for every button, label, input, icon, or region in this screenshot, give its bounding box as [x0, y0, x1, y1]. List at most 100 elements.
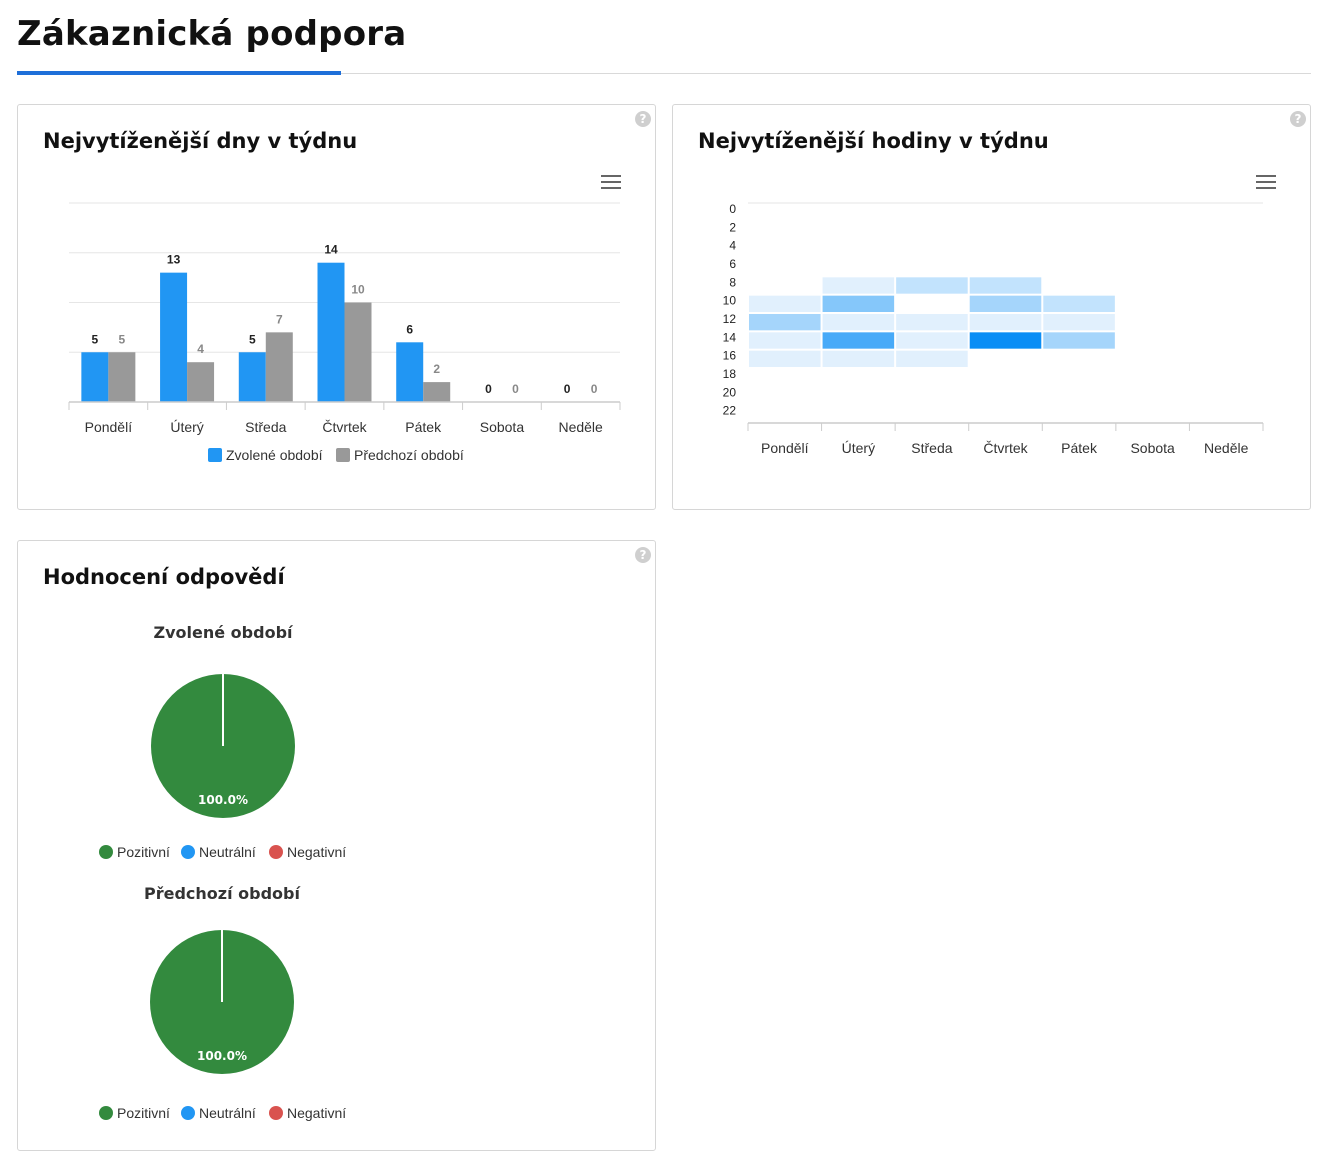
card-title: Hodnocení odpovědí: [43, 565, 285, 589]
x-tick-label: Sobota: [1130, 440, 1175, 456]
x-tick-label: Čtvrtek: [322, 419, 367, 435]
y-tick-label: 2: [729, 220, 736, 234]
x-tick-label: Neděle: [558, 419, 603, 435]
x-tick-label: Úterý: [170, 419, 203, 435]
bar-previous: [265, 332, 293, 402]
bar-value-label: 5: [92, 332, 99, 346]
y-tick-label: 20: [723, 385, 737, 399]
bar-value-label: 10: [351, 283, 365, 297]
bar-value-label: 0: [512, 382, 519, 396]
bar-previous: [187, 362, 215, 402]
x-tick-label: Čtvrtek: [983, 440, 1028, 456]
y-tick-label: 6: [729, 257, 736, 271]
bar-value-label: 0: [564, 382, 571, 396]
y-tick-label: 10: [723, 294, 737, 308]
heatmap-cell: [822, 295, 895, 312]
chart-menu-icon[interactable]: [1256, 175, 1276, 191]
x-tick-label: Úterý: [842, 440, 875, 456]
bar-value-label: 0: [591, 382, 598, 396]
bar-value-label: 2: [433, 362, 440, 376]
y-tick-label: 14: [723, 330, 737, 344]
chart-menu-icon[interactable]: [601, 175, 621, 191]
bar-value-label: 6: [406, 322, 413, 336]
legend-swatch: [336, 448, 350, 462]
heatmap-cell: [896, 332, 968, 349]
title-underline: [17, 71, 341, 75]
heatmap-cell: [822, 314, 895, 331]
heatmap-cell: [969, 314, 1042, 331]
y-tick-label: 4: [729, 239, 736, 253]
card-busiest-hours: Nejvytíženější hodiny v týdnu ? 0 2 4 6 8 10 1…: [672, 104, 1311, 510]
heatmap-cell: [822, 277, 895, 294]
legend-dot: [269, 845, 283, 859]
pie-charts: Zvolené období 100.0% Pozitivní Neutrální Ne…: [99, 623, 346, 1121]
heatmap-cell: [969, 332, 1042, 349]
x-tick-label: Neděle: [1204, 440, 1249, 456]
legend-dot: [181, 1106, 195, 1120]
x-tick-label: Sobota: [480, 419, 525, 435]
page-title: Zákaznická podpora: [17, 14, 407, 54]
y-tick-label: 12: [723, 312, 737, 326]
legend-label: Pozitivní: [117, 844, 170, 860]
bar-previous: [344, 302, 372, 402]
x-tick-label: Středa: [911, 440, 952, 456]
heatmap-cell: [1043, 332, 1115, 349]
legend-dot: [181, 845, 195, 859]
heatmap-cell: [749, 314, 821, 331]
help-icon[interactable]: ?: [635, 547, 651, 563]
page-header: Zákaznická podpora: [17, 0, 1311, 75]
heatmap-cell: [969, 295, 1042, 312]
heatmap-cell: [749, 350, 821, 367]
legend-label: Pozitivní: [117, 1105, 170, 1121]
heatmap-cell: [896, 277, 968, 294]
bar-selected: [238, 352, 266, 402]
bar-selected: [396, 342, 424, 402]
card-answer-ratings: Hodnocení odpovědí ? Zvolené období 100.0…: [17, 540, 656, 1151]
bar-value-label: 5: [119, 332, 126, 346]
legend-label: Zvolené období: [226, 447, 323, 463]
legend-label: Negativní: [287, 844, 346, 860]
x-tick-label: Pátek: [405, 419, 442, 435]
y-tick-label: 0: [729, 202, 736, 216]
help-icon[interactable]: ?: [635, 111, 651, 127]
help-icon[interactable]: ?: [1290, 111, 1306, 127]
card-title: Nejvytíženější hodiny v týdnu: [698, 129, 1049, 153]
pie-percent-label: 100.0%: [198, 793, 248, 807]
y-tick-label: 8: [729, 275, 736, 289]
legend-label: Negativní: [287, 1105, 346, 1121]
bar-selected: [160, 272, 188, 402]
x-tick-label: Středa: [245, 419, 286, 435]
pie-title: Zvolené období: [154, 623, 295, 642]
x-tick-label: Pondělí: [85, 419, 133, 435]
heatmap-cell: [896, 350, 968, 367]
x-tick-label: Pátek: [1061, 440, 1098, 456]
legend-swatch: [208, 448, 222, 462]
bar-value-label: 5: [249, 332, 256, 346]
bar-chart: 5 5 Pondělí 13 4 Úterý 5 7 Středa 14 10 Čtvrtek 6 2 Pá…: [68, 202, 621, 463]
heatmap-chart: 0 2 4 6 8 10 12 14 16 18 20 22 Pondělí Úterý Středa Čtv…: [723, 202, 1264, 456]
bar-value-label: 0: [485, 382, 492, 396]
legend-dot: [99, 845, 113, 859]
pie-percent-label: 100.0%: [197, 1049, 247, 1063]
card-busiest-days: Nejvytíženější dny v týdnu ? 5 5 Pondělí 13…: [17, 104, 656, 510]
heatmap-cell: [1043, 295, 1115, 312]
bar-value-label: 14: [324, 243, 338, 257]
card-title: Nejvytíženější dny v týdnu: [43, 129, 358, 153]
heatmap-cell: [822, 350, 895, 367]
bar-value-label: 7: [276, 312, 283, 326]
bar-previous: [108, 352, 136, 402]
bar-selected: [317, 262, 345, 402]
y-tick-label: 18: [723, 367, 737, 381]
legend-dot: [99, 1106, 113, 1120]
heatmap-cell: [822, 332, 895, 349]
bar-value-label: 4: [197, 342, 204, 356]
heatmap-cell: [749, 332, 821, 349]
legend-dot: [269, 1106, 283, 1120]
y-tick-label: 22: [723, 404, 737, 418]
bar-previous: [423, 382, 451, 402]
legend-label: Neutrální: [199, 1105, 256, 1121]
x-tick-label: Pondělí: [761, 440, 809, 456]
y-tick-label: 16: [723, 349, 737, 363]
heatmap-cell: [969, 277, 1042, 294]
heatmap-cell: [1043, 314, 1115, 331]
